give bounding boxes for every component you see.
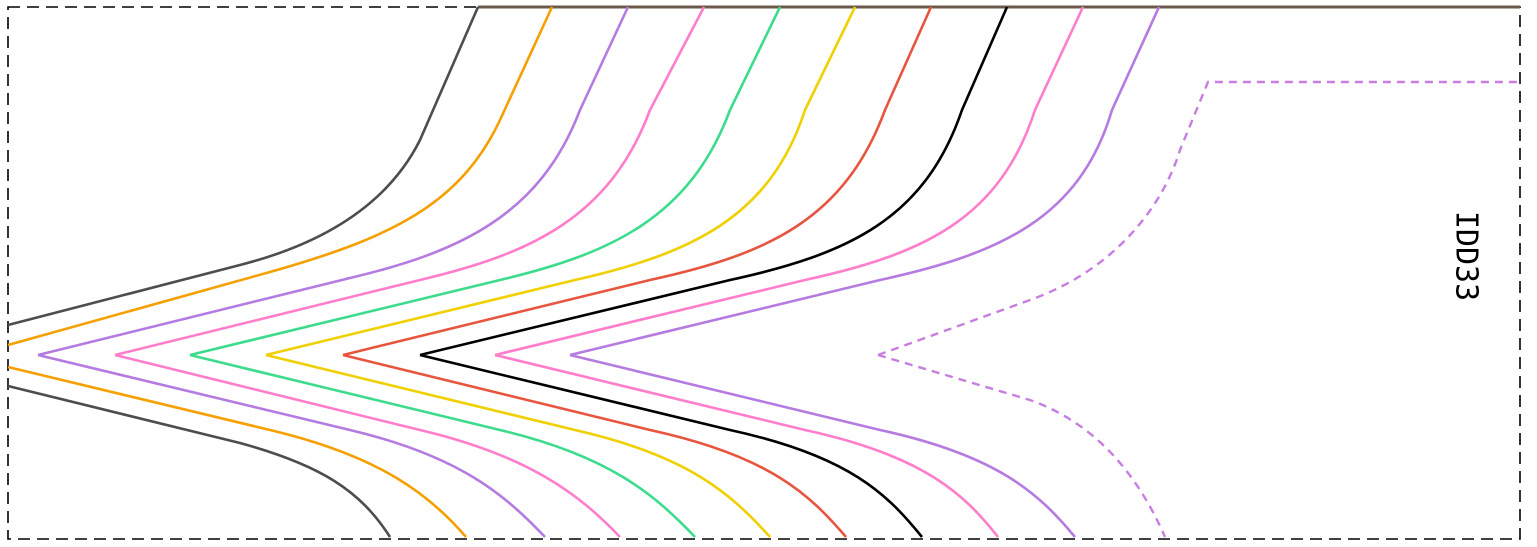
wire-2 (7, 6, 554, 538)
wire-6 (265, 6, 857, 538)
wire-1 (7, 6, 480, 538)
wire-group (7, 6, 1520, 538)
wire-11 (877, 80, 1520, 538)
wire-10 (569, 6, 1161, 538)
wire-5 (189, 6, 782, 538)
region-label: IDD33 (1449, 211, 1484, 301)
wire-4 (114, 6, 706, 538)
wire-9 (494, 6, 1085, 538)
wire-7 (342, 6, 933, 538)
wire-3 (37, 6, 630, 538)
wire-8 (419, 6, 1009, 538)
region-border (7, 6, 1521, 540)
